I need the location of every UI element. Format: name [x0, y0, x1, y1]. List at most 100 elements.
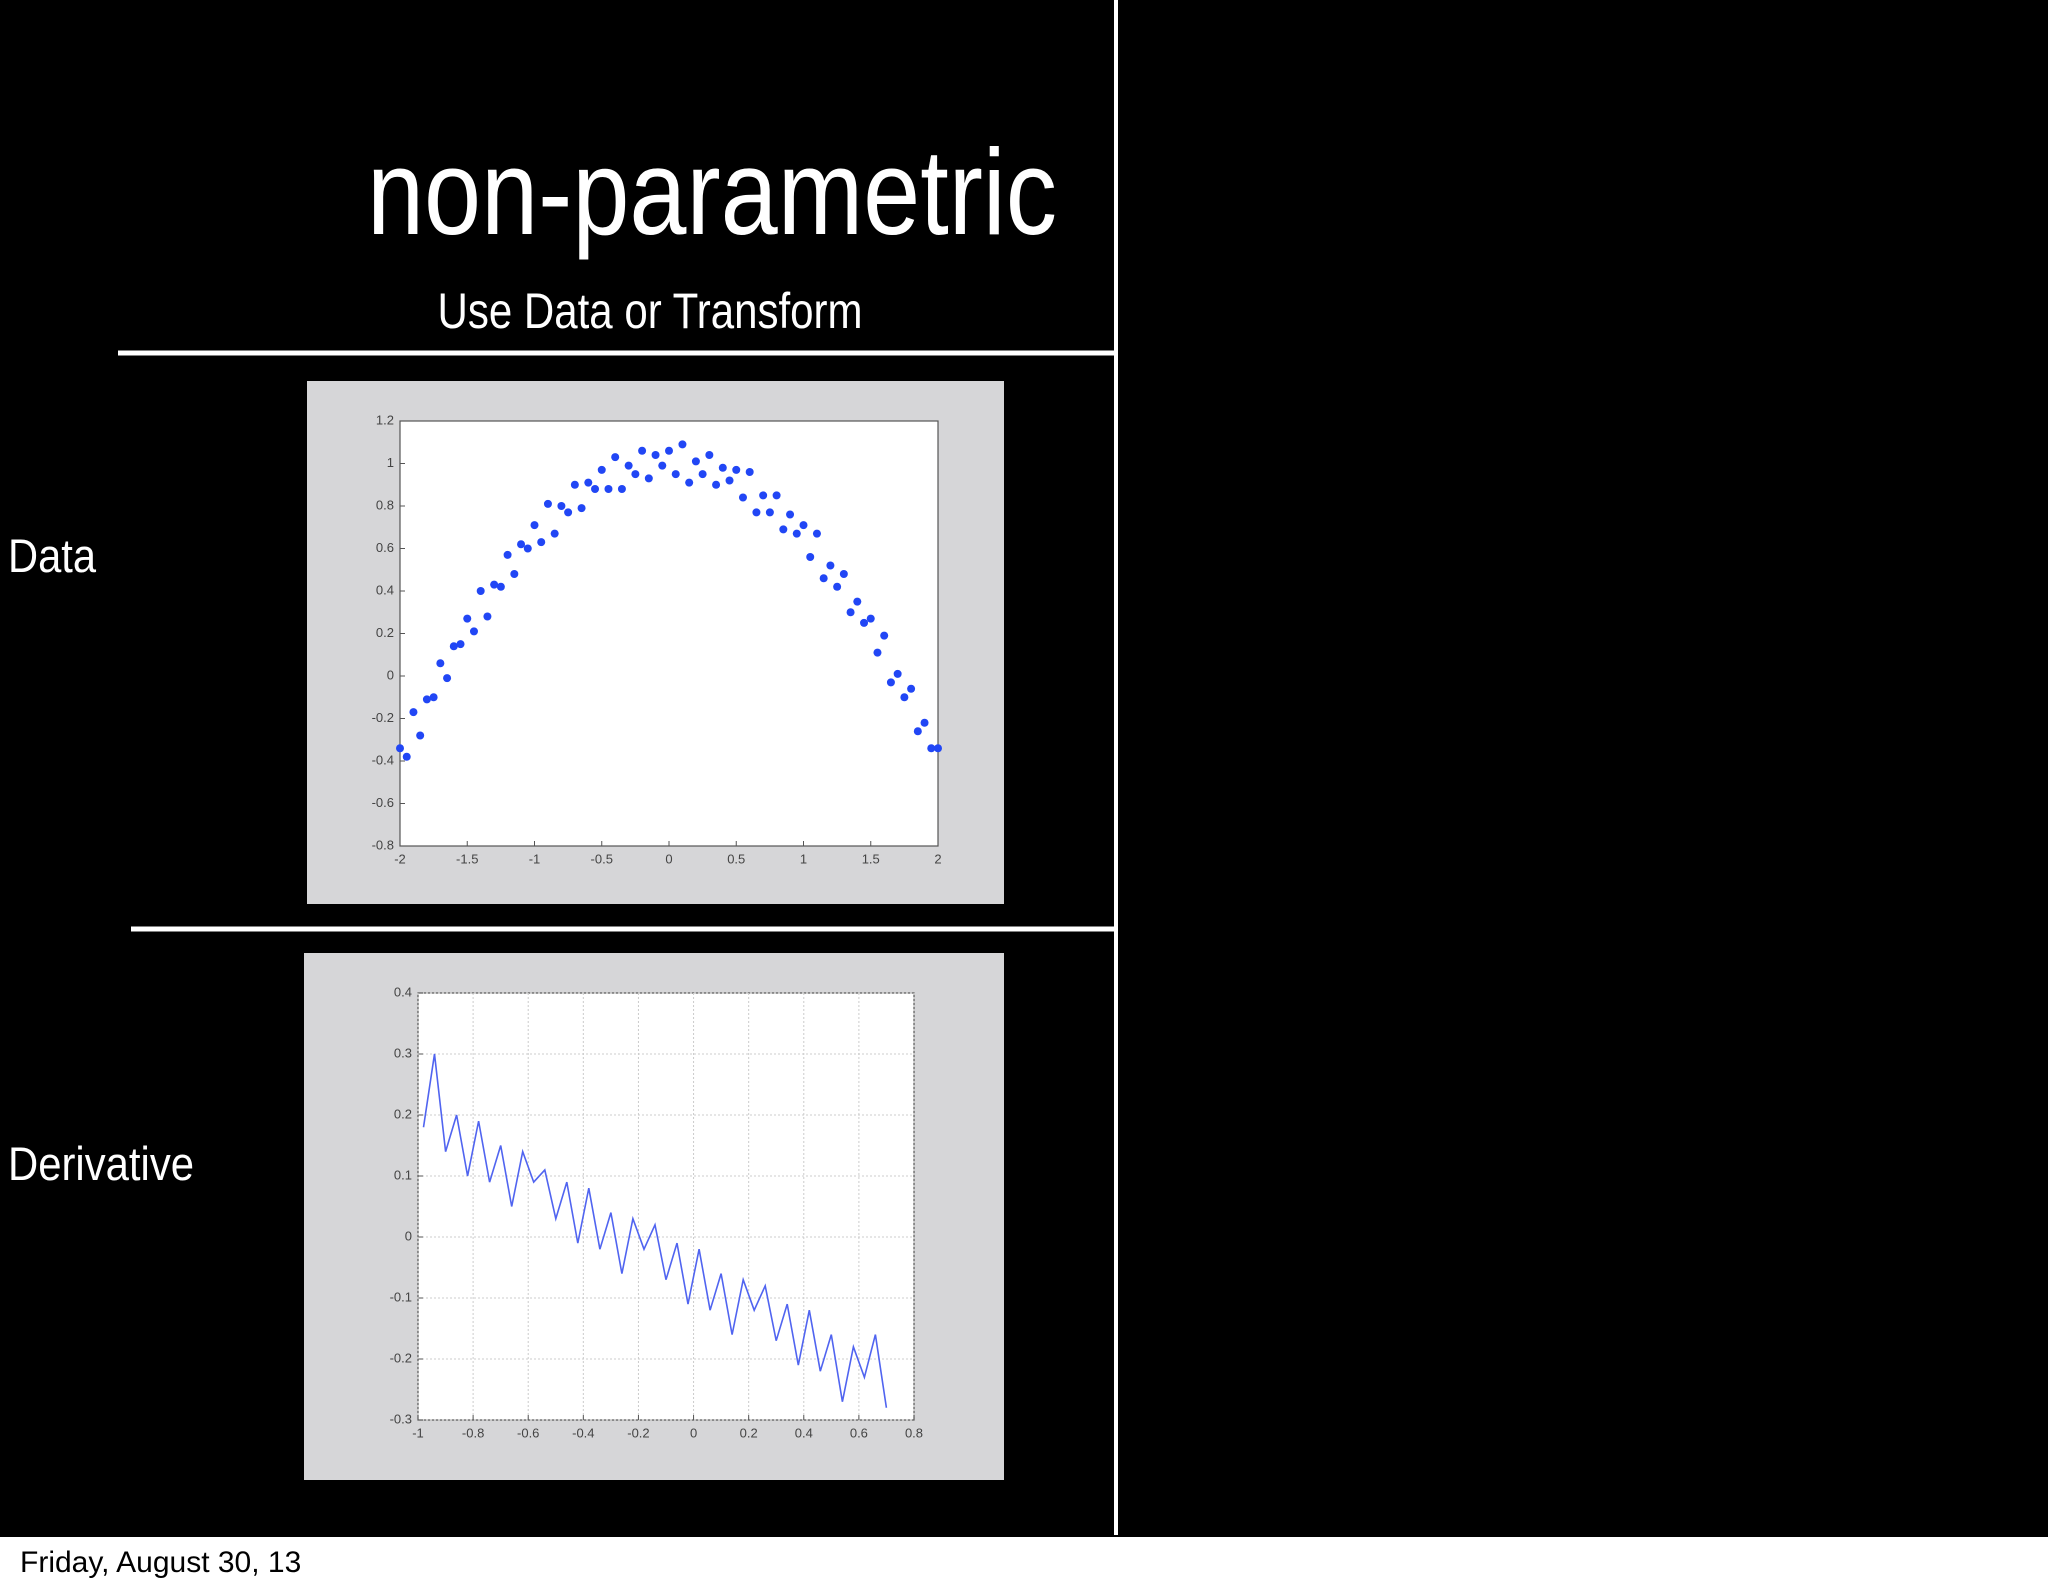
data-point — [597, 465, 606, 474]
data-point — [402, 752, 411, 761]
x-tick-label: -0.5 — [591, 851, 613, 866]
y-tick-label: -0.6 — [372, 795, 394, 810]
x-tick-label: 0 — [690, 1425, 697, 1440]
x-tick-label: 2 — [934, 851, 941, 866]
y-tick-label: 0.4 — [394, 984, 412, 999]
y-tick-label: 0.1 — [394, 1167, 412, 1182]
data-point — [591, 485, 600, 493]
data-point — [456, 640, 465, 649]
data-point — [765, 508, 774, 517]
data-point — [913, 727, 922, 736]
data-point — [617, 485, 626, 493]
data-point — [422, 695, 431, 704]
data-point — [476, 587, 485, 595]
data-point — [604, 485, 613, 493]
footer-bar — [0, 1537, 2048, 1593]
y-tick-label: -0.2 — [372, 710, 394, 725]
data-point — [792, 529, 801, 538]
x-tick-label: 1.5 — [862, 851, 880, 866]
data-point — [745, 468, 754, 476]
data-point — [853, 597, 862, 606]
x-tick-label: -0.4 — [572, 1425, 594, 1440]
data-point — [429, 693, 438, 702]
data-point — [436, 659, 445, 668]
data-point — [752, 508, 761, 517]
data-point — [806, 553, 815, 561]
data-point — [691, 457, 700, 466]
data-point — [409, 708, 418, 717]
y-tick-label: 0.3 — [394, 1045, 412, 1060]
data-point — [826, 561, 835, 570]
data-point — [886, 678, 895, 687]
data-point — [705, 451, 714, 459]
y-tick-label: 0.8 — [376, 497, 394, 512]
data-point — [685, 478, 694, 487]
data-point — [469, 627, 478, 636]
data-point — [799, 521, 808, 530]
x-tick-label: 0.6 — [850, 1425, 868, 1440]
data-point — [927, 744, 936, 753]
data-point — [846, 608, 855, 617]
data-point — [490, 580, 499, 589]
data-point — [880, 631, 889, 640]
data-point — [900, 693, 909, 702]
data-point — [463, 614, 472, 623]
data-point — [779, 525, 788, 534]
data-point — [893, 669, 902, 678]
data-point — [725, 476, 734, 485]
plot-area — [399, 420, 939, 847]
data-point — [624, 461, 633, 470]
data-point — [396, 744, 404, 753]
x-tick-label: -0.6 — [517, 1425, 539, 1440]
x-tick-label: -2 — [394, 851, 406, 866]
data-point — [517, 540, 526, 549]
slide-subtitle: Use Data or Transform — [438, 283, 863, 339]
data-point — [496, 582, 505, 591]
x-tick-label: 0.4 — [795, 1425, 813, 1440]
data-point — [712, 480, 721, 489]
y-tick-label: 1.2 — [376, 412, 394, 427]
data-point — [523, 544, 532, 553]
data-point — [584, 478, 593, 487]
data-point — [833, 582, 842, 591]
y-tick-label: -0.4 — [372, 752, 394, 767]
y-tick-label: 0.2 — [394, 1106, 412, 1121]
data-point — [564, 508, 573, 517]
data-point — [934, 744, 942, 753]
data-point — [732, 465, 741, 474]
data-point — [786, 510, 795, 519]
y-tick-label: -0.8 — [372, 837, 394, 852]
x-tick-label: 0.5 — [727, 851, 745, 866]
data-point — [503, 550, 512, 559]
data-point — [543, 499, 552, 508]
y-tick-label: 1 — [387, 455, 394, 470]
y-tick-label: -0.2 — [390, 1350, 412, 1365]
y-tick-label: 0.4 — [376, 582, 394, 597]
footer-date: Friday, August 30, 13 — [20, 1546, 301, 1579]
data-line — [422, 1053, 888, 1408]
x-tick-label: -0.8 — [462, 1425, 484, 1440]
data-point — [611, 453, 620, 462]
y-tick-label: 0 — [405, 1228, 412, 1243]
data-point — [920, 718, 929, 727]
data-point — [631, 470, 640, 479]
y-tick-label: -0.3 — [390, 1411, 412, 1426]
data-point — [416, 731, 425, 740]
x-tick-label: 0.2 — [740, 1425, 758, 1440]
x-tick-label: 0.8 — [905, 1425, 923, 1440]
y-tick-label: 0.6 — [376, 540, 394, 555]
x-tick-label: 0 — [665, 851, 672, 866]
data-point — [537, 538, 546, 547]
data-point — [651, 451, 660, 459]
data-point — [759, 491, 768, 500]
data-point — [665, 446, 673, 455]
data-point — [638, 446, 647, 455]
data-point — [907, 684, 916, 693]
data-point — [738, 493, 747, 502]
data-point — [839, 570, 848, 578]
data-point — [550, 529, 559, 538]
data-point — [449, 642, 458, 651]
data-point — [812, 529, 821, 538]
plot-area — [417, 992, 915, 1421]
